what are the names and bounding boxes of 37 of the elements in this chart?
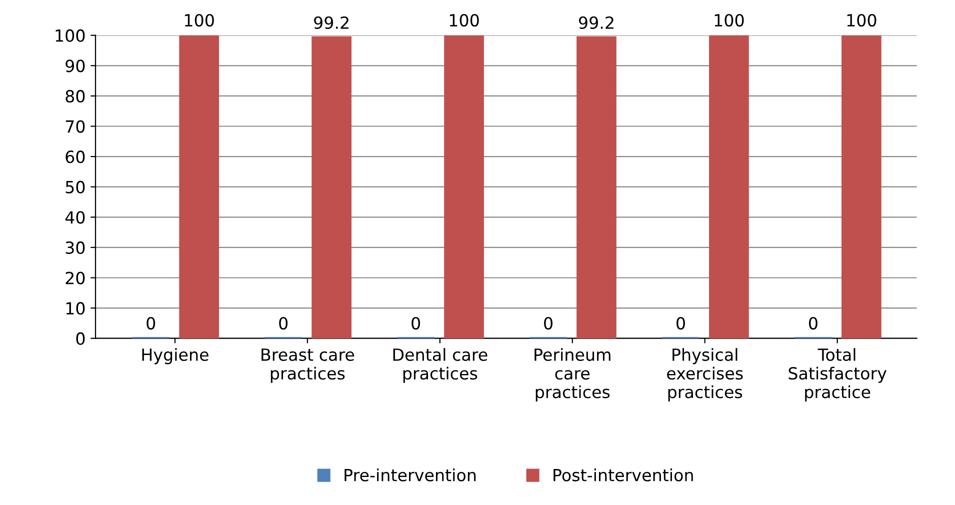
bar (709, 35, 749, 338)
bar (841, 35, 882, 338)
x-tick-label: Total Satisfactory practice (788, 348, 886, 402)
data-label: 0 (809, 316, 818, 330)
x-tick-label: Breast care practices (262, 348, 354, 383)
y-tick-label: 0 (76, 332, 85, 345)
data-label: 0 (544, 316, 552, 330)
y-tick-label: 70 (66, 120, 85, 133)
data-label: 100 (714, 14, 744, 27)
x-tick-label: Hygiene (142, 348, 208, 364)
y-tick-label: 30 (66, 241, 85, 254)
legend-label: Post-intervention (554, 468, 693, 482)
data-label: 0 (412, 316, 420, 330)
data-label: 100 (450, 14, 479, 27)
data-label: 100 (185, 14, 214, 27)
legend-label: Pre-intervention (344, 468, 476, 482)
bar (179, 35, 220, 338)
bar (312, 36, 352, 338)
y-tick-label: 80 (66, 90, 85, 103)
bar (444, 35, 484, 338)
data-label: 100 (847, 14, 876, 27)
x-tick-label: Physical exercises practices (667, 348, 743, 402)
x-tick-label: Dental care practices (393, 348, 488, 383)
x-tick-label: Perineum care practices (534, 348, 610, 402)
y-tick-label: 100 (56, 29, 85, 42)
data-label: 99.2 (314, 16, 348, 29)
data-label: 0 (676, 316, 685, 330)
bar (576, 36, 616, 338)
y-tick-label: 50 (66, 180, 85, 194)
y-tick-label: 10 (66, 302, 85, 315)
y-tick-label: 90 (66, 60, 85, 72)
y-tick-label: 40 (65, 211, 85, 224)
y-tick-label: 60 (66, 150, 85, 164)
y-tick-label: 20 (66, 272, 85, 284)
data-label: 0 (279, 316, 288, 330)
data-label: 99.2 (578, 16, 614, 29)
data-label: 0 (146, 316, 156, 330)
